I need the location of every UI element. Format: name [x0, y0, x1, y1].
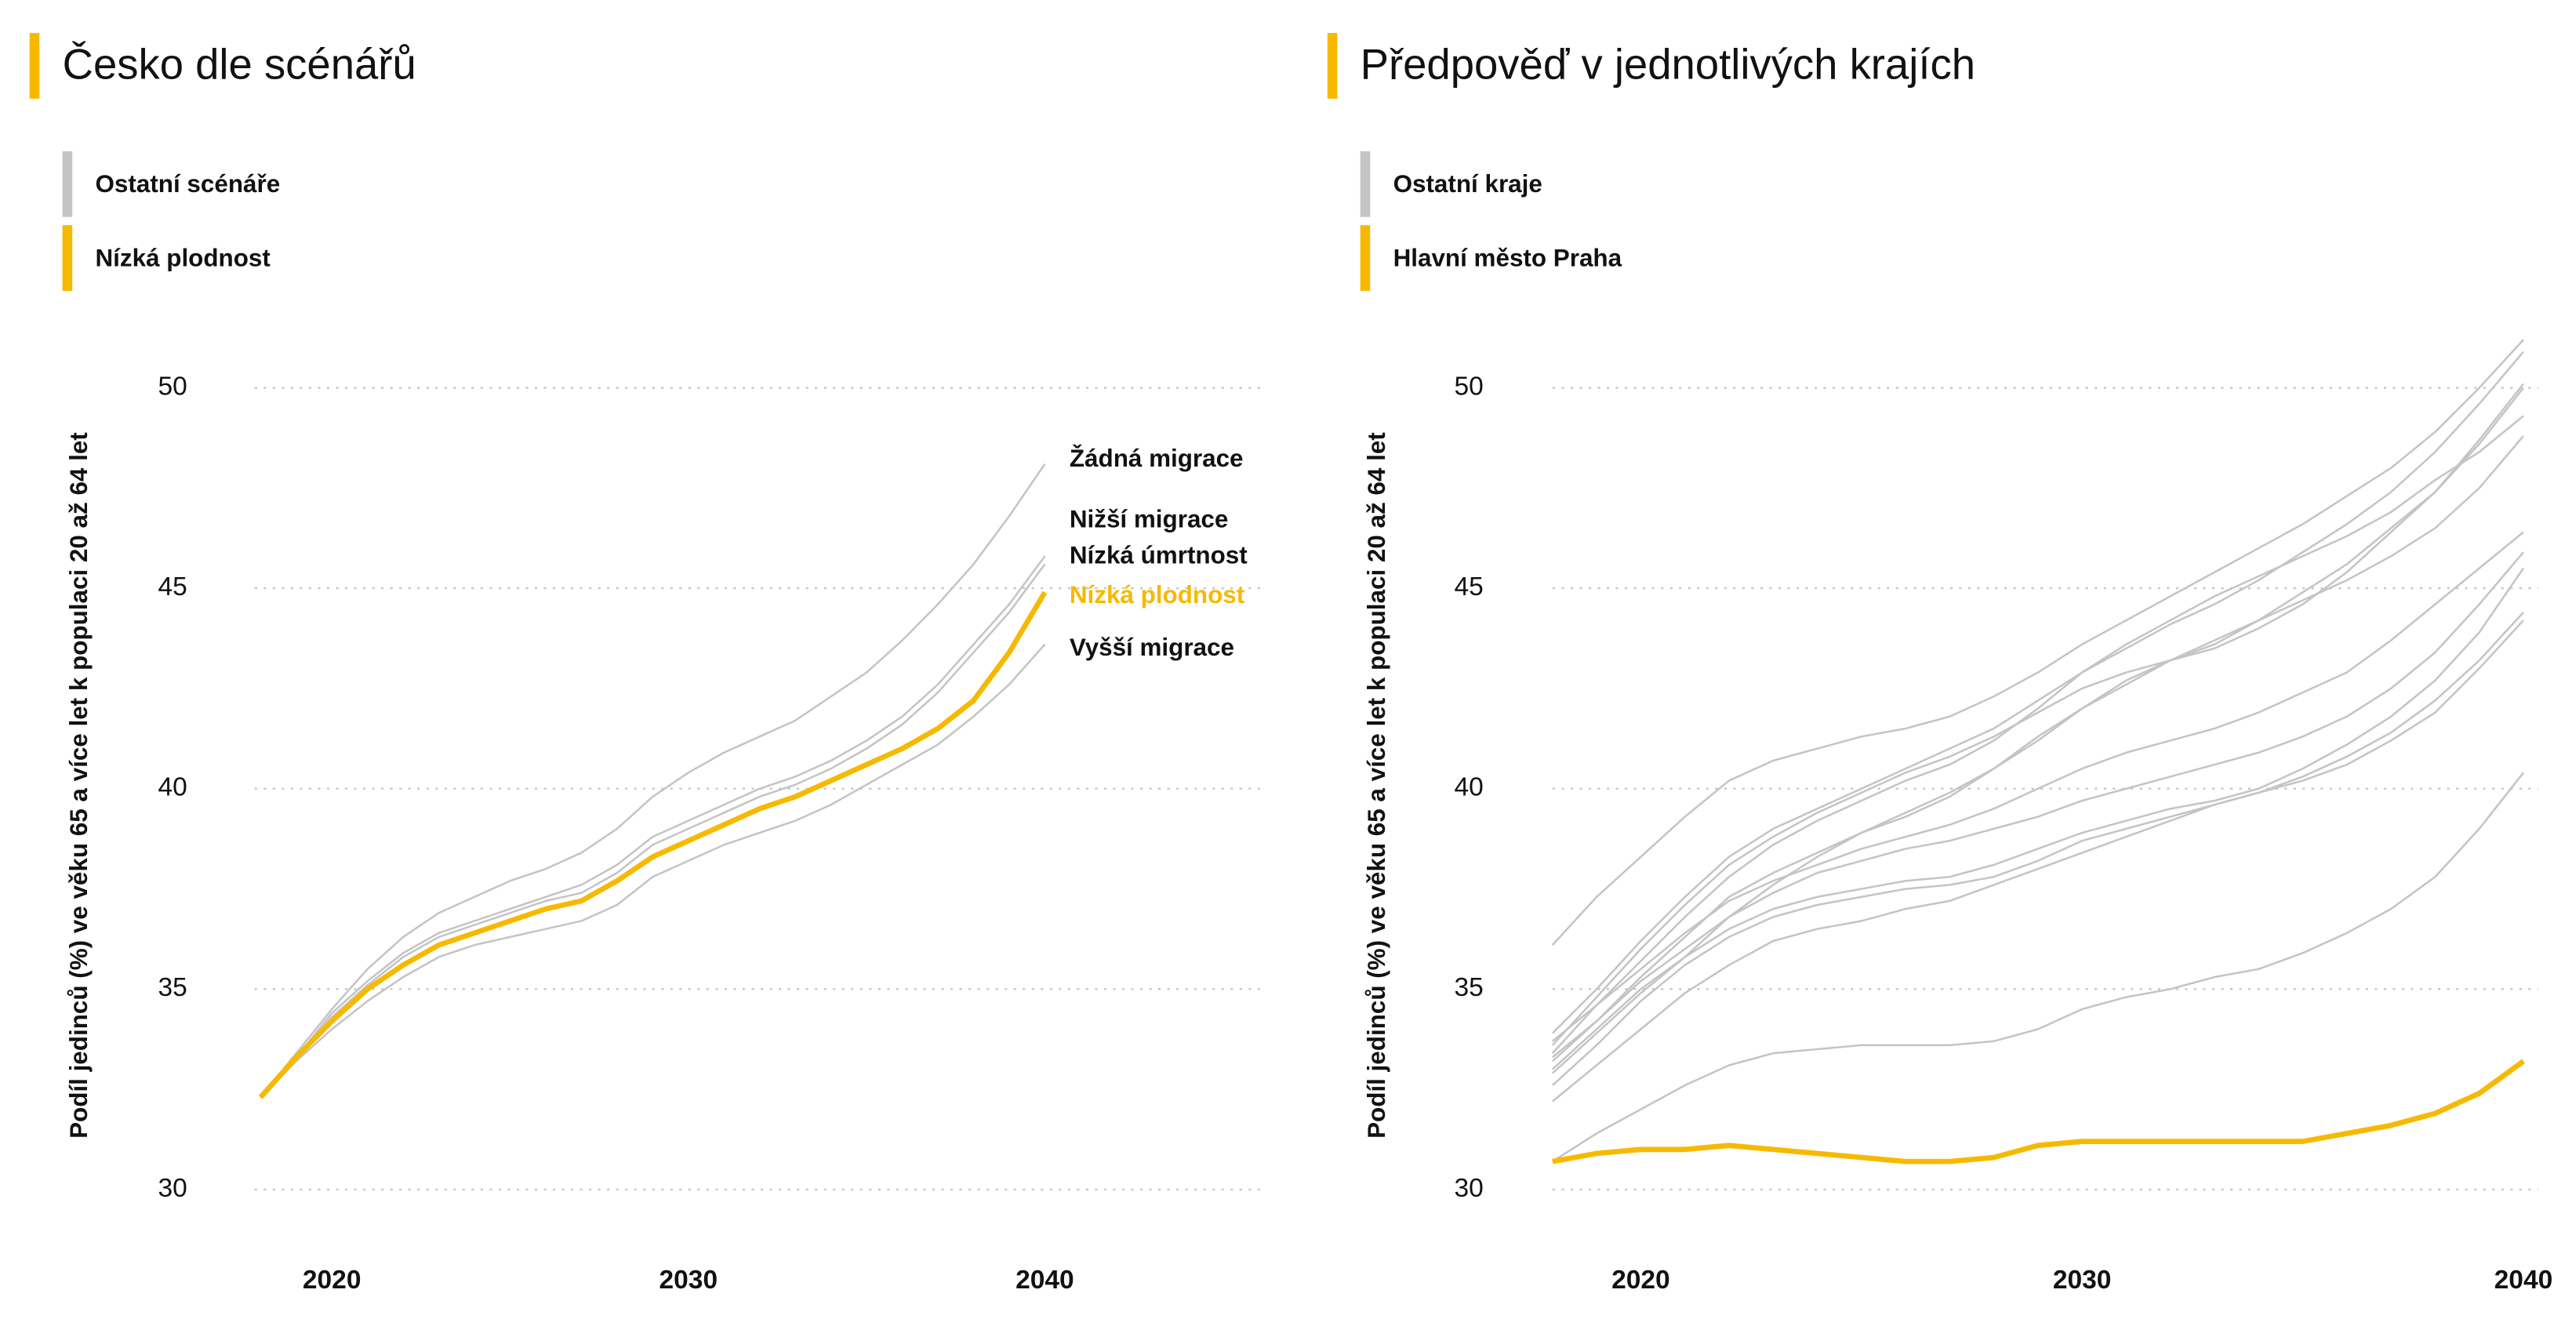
- chart-title: Česko dle scénářů: [63, 40, 416, 88]
- highlight-line: [258, 590, 1048, 1099]
- line: [1552, 531, 2524, 1042]
- y-tick-label: 45: [158, 572, 187, 601]
- x-tick-label: 2030: [659, 1266, 718, 1295]
- line: [1551, 339, 2524, 946]
- line: [260, 463, 1046, 1099]
- line: [260, 563, 1046, 1099]
- x-tick-label: 2040: [2494, 1266, 2553, 1295]
- title-accent: [29, 33, 40, 99]
- y-tick-label: 50: [158, 372, 187, 401]
- legend-swatch: [1360, 151, 1371, 217]
- line: [1551, 351, 2524, 1034]
- y-tick-label: 35: [1455, 973, 1484, 1002]
- y-tick-label: 45: [1455, 572, 1484, 601]
- line: [1551, 383, 2524, 1046]
- legend-label: Nízká plodnost: [96, 244, 271, 271]
- y-axis-label: Podíl jedinců (%) ve věku 65 a více let …: [1363, 432, 1390, 1139]
- end-label: Nižší migrace: [1070, 506, 1229, 533]
- line: [1551, 611, 2524, 1086]
- legend-label: Ostatní scénáře: [96, 170, 281, 198]
- line: [1551, 567, 2524, 1070]
- line: [1552, 551, 2524, 1059]
- x-tick-label: 2020: [1611, 1266, 1670, 1295]
- legend-swatch: [1360, 225, 1371, 291]
- x-tick-label: 2030: [2053, 1266, 2112, 1295]
- end-label: Nízká úmrtnost: [1070, 542, 1248, 569]
- y-tick-label: 35: [158, 973, 187, 1002]
- highlight-line: [1552, 1059, 2525, 1164]
- y-tick-label: 40: [1455, 773, 1484, 802]
- end-label: Vyšší migrace: [1070, 634, 1234, 661]
- line: [1551, 415, 2524, 1055]
- legend-label: Ostatní kraje: [1393, 170, 1542, 198]
- end-label: Nízká plodnost: [1070, 581, 1245, 609]
- line: [1552, 772, 2524, 1163]
- y-tick-label: 40: [158, 773, 187, 802]
- y-axis-label: Podíl jedinců (%) ve věku 65 a více let …: [65, 432, 93, 1139]
- legend-swatch: [62, 151, 73, 217]
- line: [1551, 435, 2524, 1063]
- x-tick-label: 2020: [303, 1266, 362, 1295]
- end-label: Žádná migrace: [1070, 444, 1244, 472]
- x-tick-label: 2040: [1016, 1266, 1074, 1295]
- y-tick-label: 30: [1455, 1174, 1484, 1203]
- line: [260, 555, 1046, 1099]
- chart-title: Předpověď v jednotlivých krajích: [1361, 40, 1975, 88]
- legend-swatch: [62, 225, 73, 291]
- title-accent: [1327, 33, 1338, 99]
- line: [260, 643, 1046, 1099]
- line: [1551, 387, 2524, 1074]
- line: [1552, 619, 2524, 1103]
- legend-label: Hlavní město Praha: [1393, 244, 1622, 271]
- y-tick-label: 50: [1455, 372, 1484, 401]
- y-tick-label: 30: [158, 1174, 187, 1203]
